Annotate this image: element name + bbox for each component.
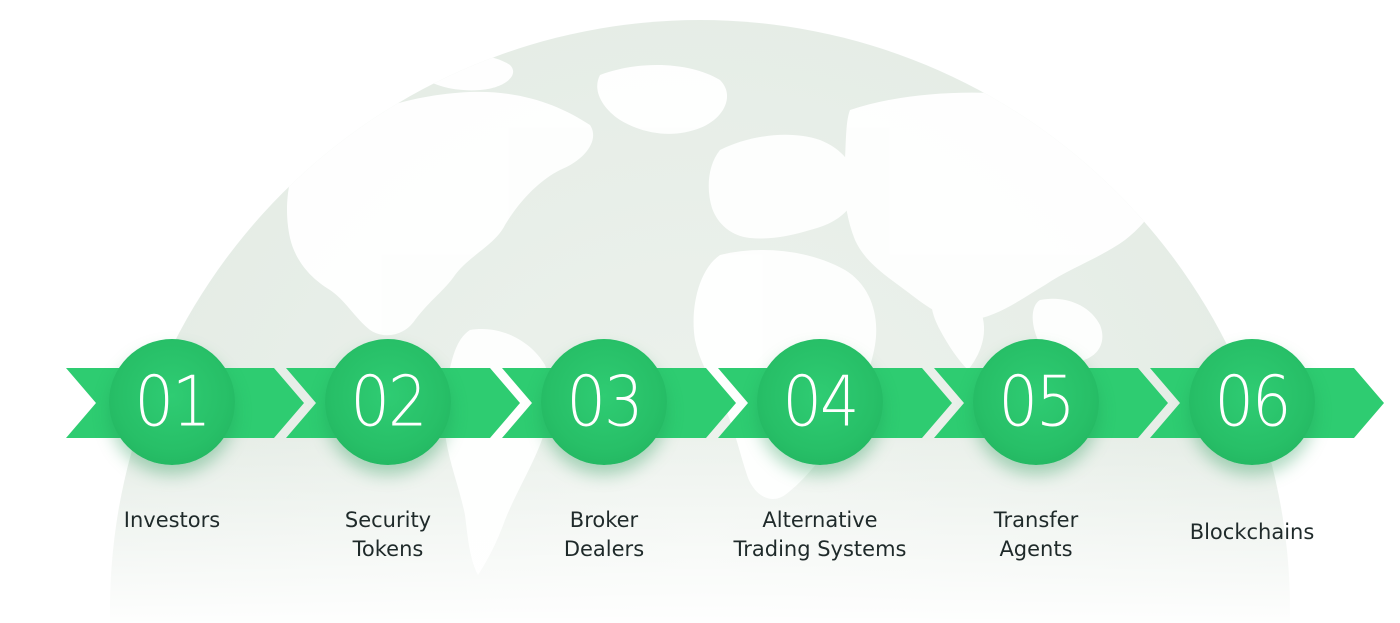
step-number: 05 — [998, 360, 1076, 443]
step-circle: 01 — [103, 333, 241, 471]
step-label-line: Investors — [123, 508, 221, 532]
step-label-line: Transfer — [993, 508, 1079, 532]
step-label: Broker Dealers — [494, 506, 714, 564]
step-number: 06 — [1214, 360, 1292, 443]
step-label: Transfer Agents — [926, 506, 1146, 564]
step-circle: 05 — [967, 333, 1105, 471]
step-label-line: Alternative — [762, 508, 878, 532]
step-circle: 03 — [535, 333, 673, 471]
step-label: Security Tokens — [278, 506, 498, 564]
step-label-line: Dealers — [563, 537, 645, 561]
step-label: Blockchains — [1142, 518, 1362, 547]
step-label: Alternative Trading Systems — [710, 506, 930, 564]
step-label: Investors — [62, 506, 282, 535]
step-label-line: Tokens — [352, 537, 424, 561]
step-number: 01 — [134, 360, 212, 443]
step-label-line: Broker — [569, 508, 639, 532]
step-circle: 06 — [1183, 333, 1321, 471]
step-label-line: Security — [344, 508, 432, 532]
step-number: 03 — [566, 360, 644, 443]
step-label-line: Trading Systems — [733, 537, 907, 561]
step-circle: 02 — [319, 333, 457, 471]
step-number: 04 — [782, 360, 860, 443]
step-label-line: Agents — [999, 537, 1073, 561]
step-circle: 04 — [751, 333, 889, 471]
step-number: 02 — [350, 360, 428, 443]
step-label-line: Blockchains — [1189, 520, 1315, 544]
